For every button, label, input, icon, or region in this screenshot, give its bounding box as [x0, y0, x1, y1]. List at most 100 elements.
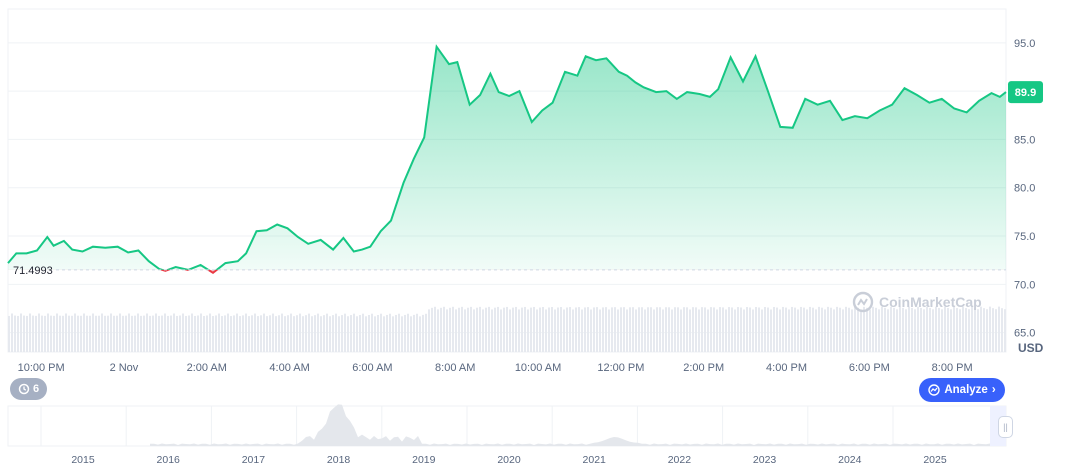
- volume-bar: [287, 315, 289, 352]
- volume-bar: [146, 313, 148, 352]
- volume-bar: [974, 308, 976, 352]
- x-tick-label: 4:00 AM: [269, 362, 309, 374]
- baseline: 71.4993: [13, 265, 1006, 277]
- volume-bar: [716, 309, 718, 352]
- area-fill-up: [8, 46, 1006, 270]
- volume-bar: [857, 307, 859, 352]
- history-button[interactable]: 6: [10, 378, 47, 400]
- volume-bar: [893, 307, 895, 352]
- volume-bar: [659, 307, 661, 352]
- coinmarketcap-logo-icon: [852, 291, 874, 313]
- volume-bar: [371, 313, 373, 352]
- area-fill-down: [162, 269, 217, 273]
- navigator-year-label: 2015: [71, 454, 95, 466]
- volume-bar: [833, 309, 835, 352]
- volume-bar: [17, 315, 19, 352]
- navigator-year-label: 2017: [242, 454, 266, 466]
- volume-bar: [803, 307, 805, 352]
- navigator-year-label: 2025: [923, 454, 947, 466]
- volume-bar: [584, 307, 586, 352]
- volume-bar: [518, 309, 520, 352]
- volume-bar: [842, 309, 844, 352]
- volume-bar: [374, 316, 376, 352]
- volume-bar: [947, 308, 949, 352]
- volume-bar: [836, 306, 838, 352]
- volume-bar: [467, 307, 469, 352]
- volume-bar: [770, 309, 772, 352]
- volume-bar: [110, 313, 112, 352]
- baseline-value-label: 71.4993: [13, 265, 53, 277]
- volume-bar: [410, 316, 412, 352]
- volume-bar: [377, 314, 379, 352]
- price-area: [8, 46, 1006, 273]
- volume-bar: [356, 316, 358, 352]
- navigator-drag-handle[interactable]: ||: [998, 416, 1013, 438]
- volume-bar: [551, 307, 553, 352]
- volume-bar: [113, 315, 115, 352]
- volume-bar: [506, 306, 508, 352]
- volume-bar: [791, 306, 793, 352]
- volume-bar: [521, 307, 523, 352]
- volume-bar: [32, 315, 34, 352]
- volume-bar: [50, 315, 52, 352]
- currency-unit-label: USD: [1018, 341, 1044, 355]
- volume-bar: [926, 306, 928, 352]
- range-navigator[interactable]: 2015 2016 2017 2018 2019 2020 2021 2022 2023 2024…: [7, 404, 1007, 466]
- drag-handle-icon: ||: [1003, 422, 1008, 432]
- volume-bar: [854, 306, 856, 352]
- current-price-badge: [1008, 81, 1043, 104]
- volume-bar: [503, 307, 505, 352]
- volume-bar: [545, 309, 547, 352]
- volume-bar: [797, 309, 799, 352]
- volume-bar: [257, 316, 259, 352]
- volume-bar: [197, 315, 199, 352]
- volume-bar: [62, 315, 64, 352]
- volume-bar: [446, 309, 448, 352]
- volume-bar: [401, 316, 403, 352]
- volume-bar: [104, 315, 106, 352]
- volume-bar: [359, 315, 361, 352]
- volume-bar: [599, 309, 601, 352]
- volume-bar: [14, 315, 16, 352]
- volume-bar: [11, 313, 13, 352]
- navigator-frame: [7, 405, 1007, 447]
- volume-bar: [542, 306, 544, 352]
- volume-bar: [20, 313, 22, 352]
- volume-bar: [605, 307, 607, 352]
- volume-bar: [164, 313, 166, 352]
- x-axis: 10:00 PM 2 Nov 2:00 AM 4:00 AM 6:00 AM 8:00 A…: [18, 362, 973, 374]
- volume-bar: [812, 307, 814, 352]
- volume-bar: [443, 306, 445, 352]
- volume-bar: [746, 307, 748, 352]
- volume-bar: [956, 308, 958, 352]
- volume-bar: [344, 313, 346, 352]
- volume-bar: [707, 309, 709, 352]
- volume-bar: [719, 307, 721, 352]
- volume-bar: [47, 313, 49, 352]
- watermark-text: CoinMarketCap: [879, 294, 982, 310]
- volume-bar: [887, 309, 889, 352]
- volume-bar: [167, 315, 169, 352]
- volume-bar: [638, 307, 640, 352]
- volume-bar: [680, 309, 682, 352]
- volume-bar: [179, 315, 181, 352]
- volume-bar: [650, 307, 652, 352]
- volume-bar: [563, 309, 565, 352]
- volume-bar: [152, 315, 154, 352]
- volume-bar: [386, 314, 388, 352]
- volume-bar: [968, 309, 970, 352]
- current-price-label: 89.9: [1015, 87, 1036, 99]
- volume-bar: [320, 316, 322, 352]
- volume-bar: [632, 307, 634, 352]
- volume-bar: [329, 316, 331, 352]
- volume-bar: [251, 315, 253, 352]
- volume-bar: [989, 306, 991, 352]
- volume-bar: [161, 315, 163, 352]
- analyze-button[interactable]: Analyze ›: [919, 378, 1005, 402]
- volume-bar: [80, 315, 82, 352]
- volume-bar: [851, 309, 853, 352]
- volume-bar: [830, 307, 832, 352]
- x-tick-label: 6:00 PM: [849, 362, 890, 374]
- volume-bar: [500, 309, 502, 352]
